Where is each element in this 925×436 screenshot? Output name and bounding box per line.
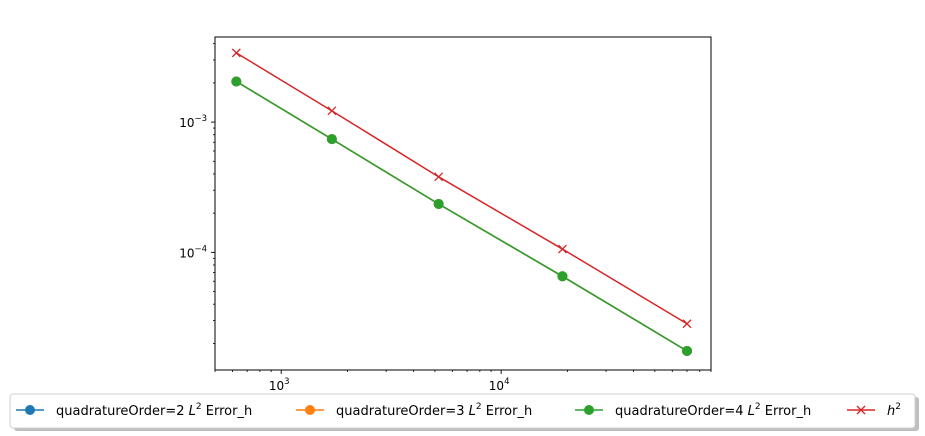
- data-point: [231, 76, 242, 87]
- marker-stroke: [434, 172, 444, 182]
- series-3: [231, 76, 692, 356]
- data-point: [557, 244, 567, 254]
- marker-stroke: [557, 244, 567, 254]
- data-point: [557, 271, 568, 282]
- marker-stroke: [682, 319, 692, 329]
- marker-stroke: [327, 106, 337, 116]
- y-tick-label: 10−3: [179, 114, 207, 130]
- legend-box: [9, 393, 916, 429]
- major-ticks: 103 104 10−3 10−4: [179, 114, 509, 393]
- minor-ticks: [213, 43, 712, 372]
- data-point: [682, 319, 692, 329]
- series-2: [231, 76, 692, 356]
- legend-label: quadratureOrder=4 L2 Error_h: [615, 402, 811, 419]
- legend: quadratureOrder=2 L2 Error_h quadratureOr…: [9, 393, 919, 431]
- legend-label: quadratureOrder=2 L2 Error_h: [56, 402, 252, 419]
- legend-label: h2: [887, 402, 901, 419]
- axes-frame: [214, 36, 712, 371]
- series-4: [231, 48, 692, 329]
- legend-marker: [856, 405, 866, 415]
- series-1: [231, 76, 692, 356]
- data-point: [326, 134, 337, 145]
- x-tick-label: 104: [489, 377, 510, 393]
- marker-stroke: [231, 48, 241, 58]
- data-point: [433, 199, 444, 210]
- data-point: [434, 172, 444, 182]
- legend-entry-2: quadratureOrder=3 L2 Error_h: [296, 402, 532, 419]
- legend-marker: [305, 405, 315, 415]
- series-line: [235, 80, 688, 352]
- legend-entry-3: quadratureOrder=4 L2 Error_h: [575, 402, 811, 419]
- data-point: [231, 48, 241, 58]
- data-point: [327, 106, 337, 116]
- legend-marker: [584, 405, 594, 415]
- y-tick-label: 10−4: [179, 244, 207, 260]
- plot-area: 103 104 10−3 10−4: [179, 36, 712, 393]
- legend-marker: [25, 405, 35, 415]
- series-layer: [231, 48, 692, 356]
- legend-label: quadratureOrder=3 L2 Error_h: [336, 402, 532, 419]
- data-point: [681, 345, 692, 356]
- x-tick-label: 103: [269, 377, 290, 393]
- legend-entry-1: quadratureOrder=2 L2 Error_h: [16, 402, 252, 419]
- legend-entry-4: h2: [847, 402, 901, 419]
- series-line: [235, 52, 688, 325]
